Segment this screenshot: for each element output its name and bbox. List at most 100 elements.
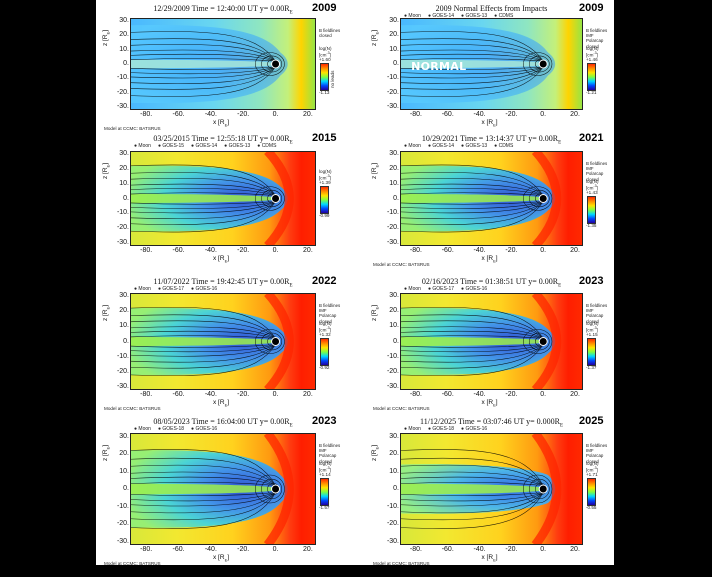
y-tick-label: 20. [389, 307, 399, 315]
earth-marker [271, 337, 281, 346]
legend-label: CDMS [498, 13, 514, 19]
colorbar-unit-exponent: -3 [326, 174, 330, 178]
colorbar-min: -0.92 [319, 365, 330, 370]
legend-marker-icon: ● [404, 286, 409, 292]
x-axis-title: x [RE] [481, 119, 498, 128]
y-tick-label: 0. [123, 194, 129, 202]
x-tick-label: 20. [570, 247, 580, 254]
field-type-entry: IMF [586, 448, 594, 454]
x-tick-label: 0. [272, 247, 279, 254]
chart-panel-2009: 2009 Normal Effects from Impacts 2009 ● Mo… [371, 2, 607, 134]
legend-marker-icon: ● [494, 143, 499, 149]
legend-label: CDMS [498, 143, 514, 149]
field-type-key: B fieldlines IMF Polarcap closed [586, 303, 607, 324]
earth-marker [271, 484, 281, 494]
legend-label: CDMS [261, 143, 277, 149]
x-tick-label: -80. [409, 111, 422, 118]
legend-entry: ● GOES-13 [461, 13, 487, 19]
x-axis-title: x [RE] [481, 255, 498, 264]
field-type-entry: Polarcap [586, 38, 604, 44]
year-label: 2022 [312, 275, 337, 287]
x-axis-subscript: E [224, 122, 228, 128]
magnetosphere-plot [400, 433, 583, 545]
field-type-entry: IMF [586, 33, 594, 39]
year-label: 2021 [579, 132, 604, 144]
model-note: Model at CCMC: BATSRUS [104, 406, 161, 411]
field-type-entry: B fieldlines [319, 443, 341, 448]
x-axis-label: x [R [481, 119, 494, 126]
colorbar-unit-text: [cm [586, 327, 594, 333]
legend-marker-icon: ● [404, 13, 409, 19]
x-tick-label: -40. [204, 546, 217, 553]
y-tick-label: -30. [116, 239, 129, 247]
model-note: Model at CCMC: BATSRUS [373, 406, 430, 411]
legend-label: GOES-17 [162, 286, 185, 292]
colorbar [587, 63, 596, 91]
y-tick-label: 20. [389, 164, 399, 172]
field-type-entry: closed [319, 318, 332, 324]
x-axis-title: x [RE] [213, 554, 230, 563]
y-tick-label: -30. [386, 103, 399, 111]
colorbar-unit: [cm-3] [319, 51, 331, 58]
colorbar-title: log(N) [586, 46, 599, 51]
x-axis-subscript: E [493, 122, 496, 128]
earth-marker [538, 337, 548, 346]
y-tick-label: 20. [119, 164, 129, 172]
y-tick-label: -20. [386, 88, 399, 96]
colorbar-unit-exponent: -3 [326, 466, 330, 470]
x-tick-label: -20. [237, 546, 250, 553]
x-tick-label: 0. [540, 247, 547, 254]
field-type-entry: B fieldlines [319, 303, 341, 308]
legend-entry: ● GOES-16 [191, 426, 217, 432]
legend-entry: ● CDMS [494, 143, 513, 149]
legend-marker-icon: ● [157, 286, 163, 292]
legend-marker-icon: ● [427, 286, 433, 292]
legend-marker-icon: ● [134, 143, 139, 149]
y-tick-label: -20. [116, 224, 129, 232]
legend-marker-icon: ● [461, 13, 466, 19]
legend-label: GOES-13 [228, 143, 251, 149]
legend-entry: ● GOES-17 [428, 286, 454, 292]
chart-panel-2023: 08/05/2023 Time = 16:04:00 UT y= 0.00RE 2… [102, 415, 341, 569]
x-tick-label: -60. [441, 111, 454, 118]
x-tick-label: -80. [409, 546, 422, 553]
x-tick-label: -80. [409, 247, 422, 254]
satellite-legend: ● Moon ● GOES-18 ● GOES-16 [134, 426, 224, 432]
earth-marker [538, 194, 548, 203]
y-tick-label: 0. [393, 194, 399, 202]
colorbar [320, 63, 329, 91]
x-tick-label: -60. [172, 546, 185, 553]
bow-shock [264, 151, 294, 246]
x-axis-label: x [R [213, 399, 225, 406]
x-axis-label: x [R [213, 255, 225, 262]
plasma-sheet [130, 336, 273, 347]
x-tick-label: 20. [570, 111, 580, 118]
x-tick-label: -40. [473, 247, 486, 254]
x-axis-label: x [R [481, 255, 494, 262]
model-note: Model at CCMC: BATSRUS [373, 262, 430, 267]
satellite-legend: ● Moon ● GOES-15 ● GOES-14 ● GOES-13 ● CDMS [134, 143, 283, 149]
x-tick-label: 20. [570, 391, 580, 398]
plasma-sheet [400, 336, 541, 347]
satellite-legend: ● Moon ● GOES-14 ● GOES-13 ● CDMS [404, 143, 520, 149]
colorbar [587, 478, 596, 506]
y-tick-label: 10. [389, 322, 399, 330]
field-type-entry: IMF [319, 448, 327, 454]
model-note: Model at CCMC: BATSRUS [104, 561, 161, 566]
y-tick-label: 10. [119, 179, 129, 187]
legend-entry: ● GOES-14 [428, 143, 454, 149]
x-tick-label: 0. [272, 391, 279, 398]
model-note: Model at CCMC: BATSRUS [373, 561, 430, 566]
y-tick-label: 30. [119, 292, 129, 300]
legend-label: GOES-16 [465, 286, 488, 292]
y-tick-label: 30. [389, 292, 399, 300]
field-type-entry: closed [586, 318, 599, 324]
earth-marker [271, 194, 281, 203]
bow-shock [531, 433, 562, 545]
y-tick-label: 30. [119, 432, 129, 440]
title-subscript: E [559, 423, 563, 429]
year-label: 2025 [579, 415, 604, 427]
field-type-entry: closed [319, 458, 332, 464]
chart-panel-2015: 03/25/2015 Time = 12:55:18 UT y= 0.00RE 2… [102, 132, 338, 270]
field-type-entry: Polarcap [586, 453, 604, 459]
